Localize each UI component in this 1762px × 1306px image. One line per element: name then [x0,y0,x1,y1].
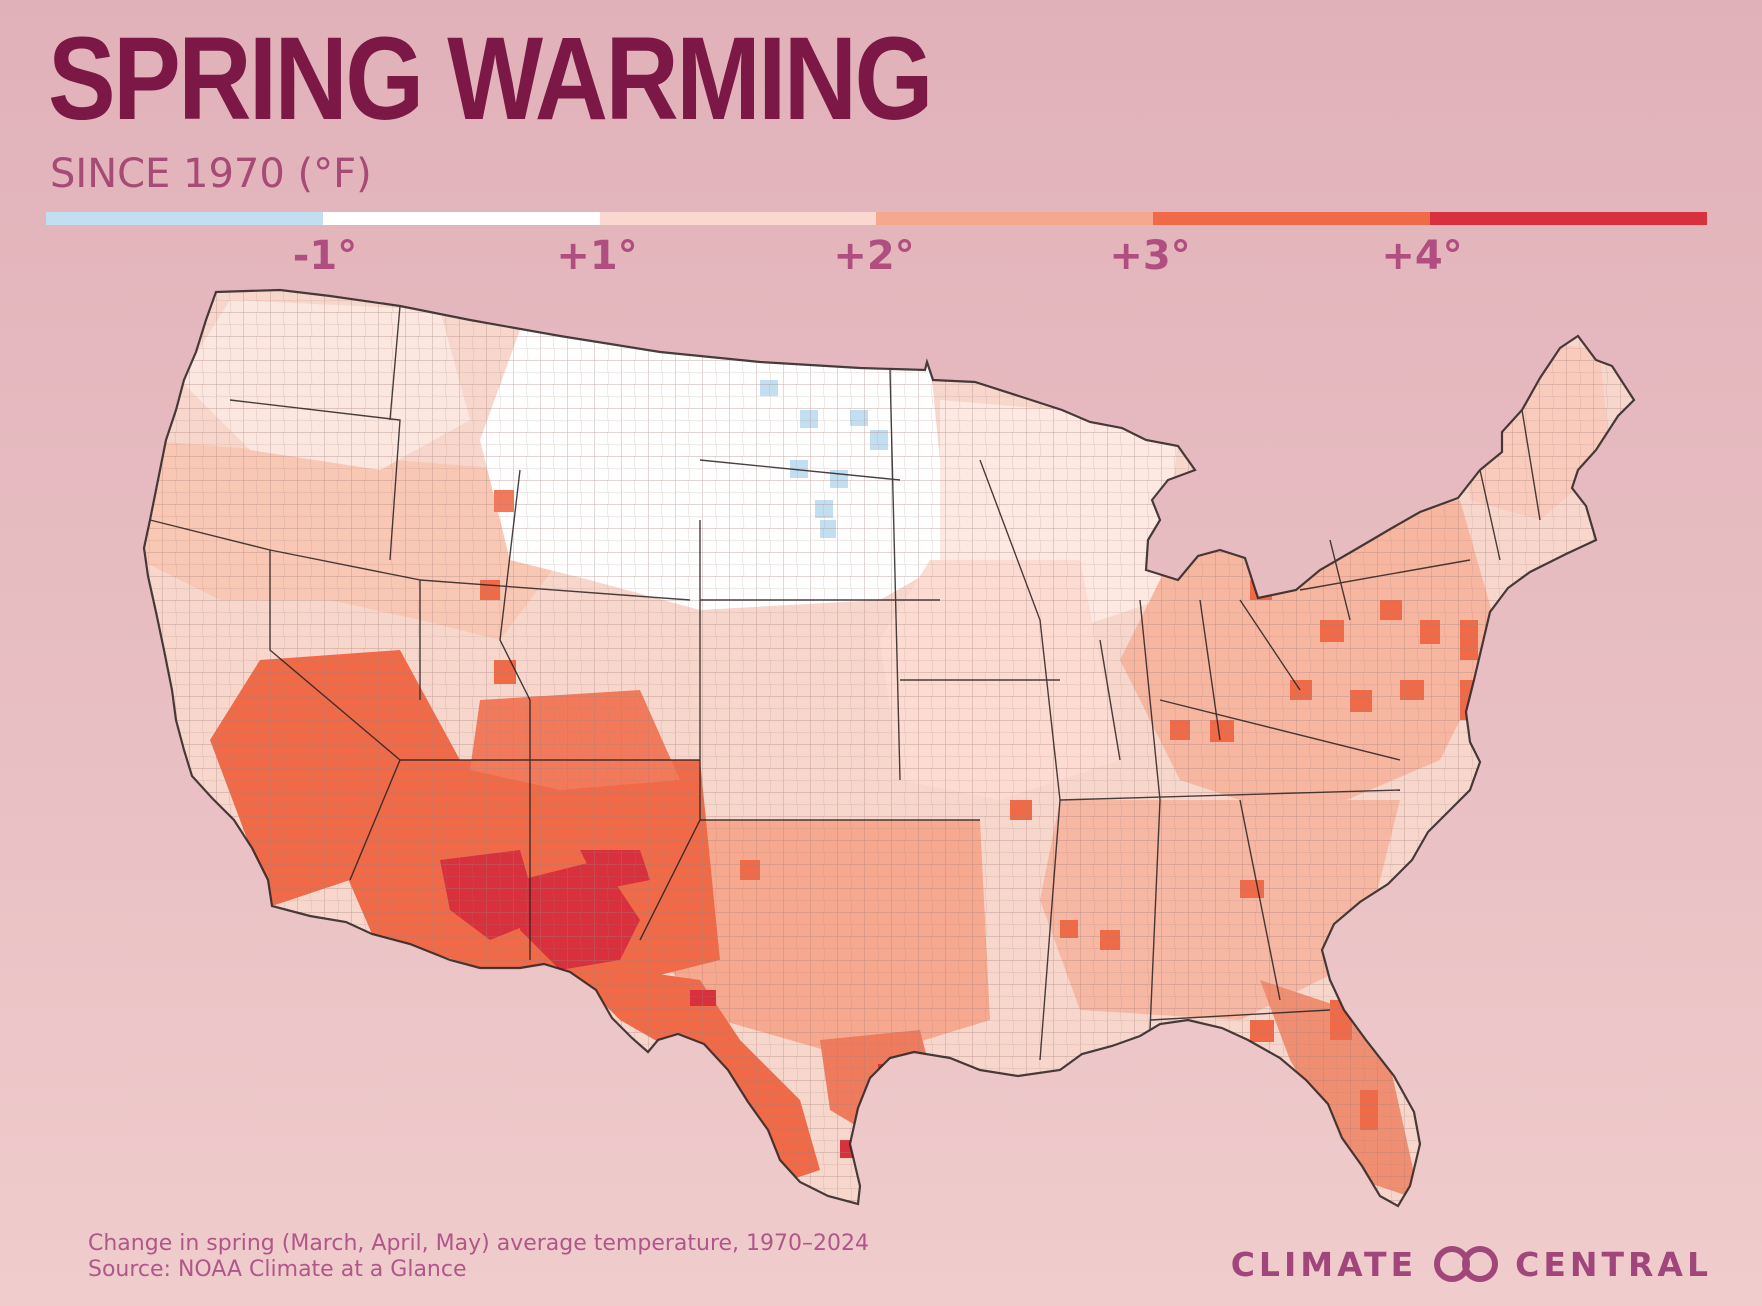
legend-swatch [46,212,323,225]
legend-tick-label: -1° [292,233,358,279]
legend-tick-label: +2° [833,233,915,279]
legend-swatch [599,212,877,225]
legend-swatch [876,212,1154,225]
legend-tick-label: +1° [556,233,638,279]
brand-text-left: CLIMATE [1230,1244,1418,1284]
state-borders [142,288,1636,1208]
climate-central-logo-icon [1434,1246,1499,1282]
legend-swatch [1430,212,1707,225]
legend-swatch [1153,212,1431,225]
page-subtitle: SINCE 1970 (°F) [50,151,372,197]
color-scale-legend [46,212,1707,225]
legend-tick-label: +3° [1109,233,1191,279]
legend-labels: -1° +1° +2° +3° +4° [0,232,1762,282]
page-title: SPRING WARMING [48,13,933,145]
legend-tick-label: +4° [1381,233,1463,279]
climate-central-brand[interactable]: CLIMATE CENTRAL [1231,1242,1712,1286]
map-caption: Change in spring (March, April, May) ave… [88,1231,870,1256]
brand-text-right: CENTRAL [1515,1244,1712,1284]
legend-swatch [322,212,600,225]
map-source: Source: NOAA Climate at a Glance [88,1257,467,1282]
